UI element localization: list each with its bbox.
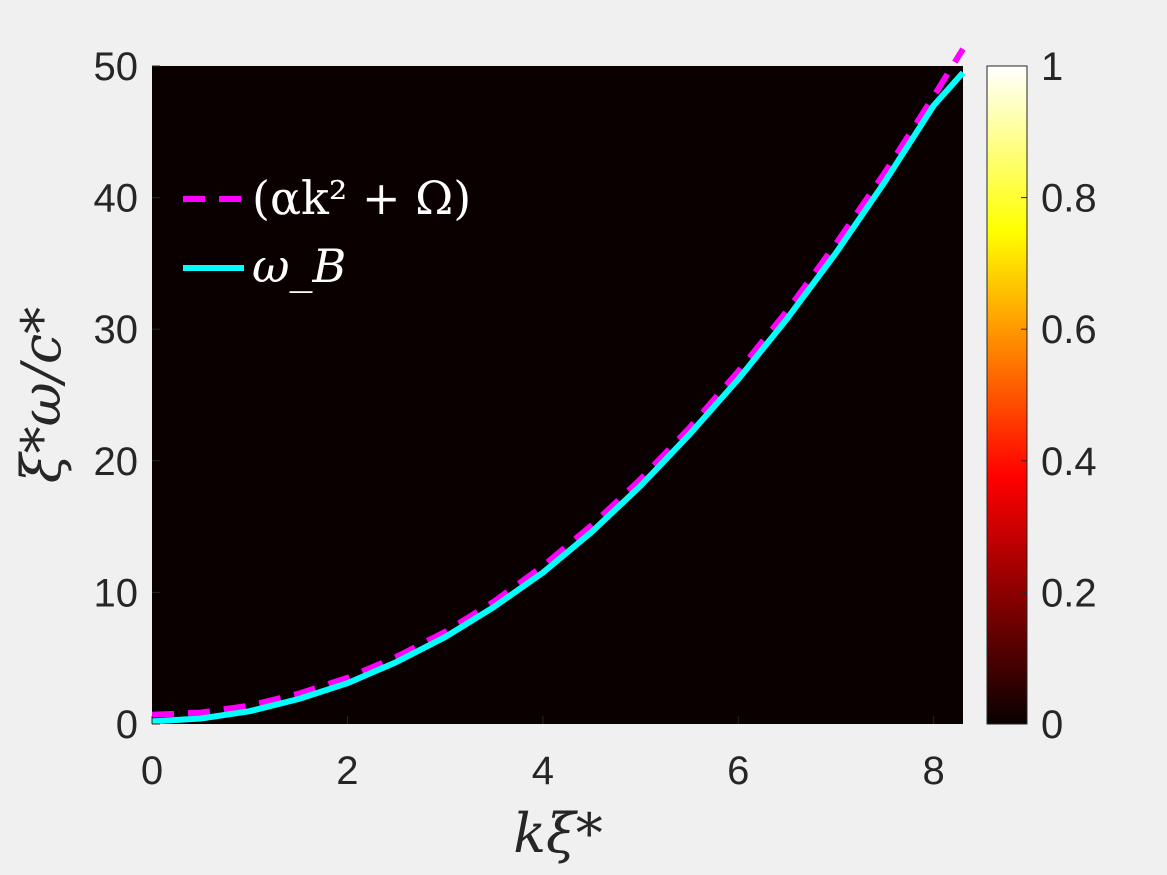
series-line-1 (152, 73, 963, 722)
legend-label-omega-b: ω_B (252, 239, 346, 293)
plot-ticks (151, 65, 935, 725)
colorbar-tick-labels: 0 0.2 0.4 0.6 0.8 1 (1041, 45, 1097, 747)
y-tick-label: 40 (94, 177, 139, 221)
colorbar-tick-label: 0.2 (1041, 571, 1097, 615)
y-tick-label: 30 (94, 308, 139, 352)
colorbar-tick-label: 0.8 (1041, 177, 1097, 221)
x-tick-label: 4 (532, 749, 554, 793)
colorbar-tick-label: 0.6 (1041, 308, 1097, 352)
x-tick-label: 2 (336, 749, 358, 793)
x-axis-label-text: kξ* (513, 802, 602, 865)
y-tick-label: 50 (94, 45, 139, 89)
legend-label-fit: (αk² + Ω) (252, 171, 471, 225)
x-tick-label: 8 (923, 749, 945, 793)
colorbar-tick-label: 0 (1041, 703, 1063, 747)
y-tick-labels: 0 10 20 30 40 50 (94, 45, 139, 747)
heatmap-plot-area (152, 66, 963, 724)
x-axis-label: kξ* (513, 802, 602, 865)
series-line-0 (152, 49, 963, 715)
colorbar (986, 65, 1028, 725)
series-layer (152, 49, 963, 722)
y-tick-label: 0 (116, 703, 138, 747)
colorbar-ticks (1021, 65, 1027, 725)
x-tick-label: 0 (141, 749, 163, 793)
colorbar-tick-label: 0.4 (1041, 440, 1097, 484)
x-tick-label: 6 (727, 749, 749, 793)
y-axis-label-text: ξ*ω/c* (10, 307, 73, 483)
colorbar-tick-label: 1 (1041, 45, 1063, 89)
x-tick-labels: 0 2 4 6 8 (141, 749, 945, 793)
y-axis-label: ξ*ω/c* (10, 307, 73, 483)
legend: (αk² + Ω) ω_B (183, 171, 471, 293)
y-tick-label: 20 (94, 440, 139, 484)
y-tick-label: 10 (94, 571, 139, 615)
